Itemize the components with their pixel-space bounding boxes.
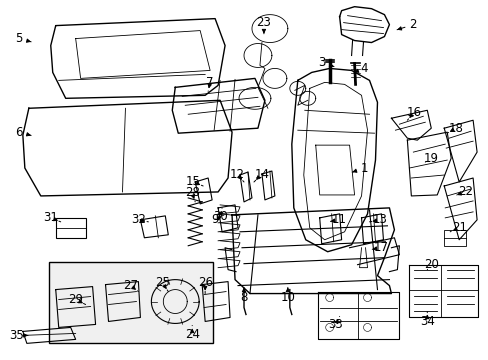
Text: 19: 19 bbox=[423, 152, 438, 165]
Text: 33: 33 bbox=[327, 318, 342, 331]
Text: 18: 18 bbox=[448, 122, 463, 135]
Text: 17: 17 bbox=[373, 241, 388, 254]
Text: 6: 6 bbox=[15, 126, 22, 139]
Text: 28: 28 bbox=[184, 186, 199, 199]
Text: 14: 14 bbox=[254, 167, 269, 180]
Text: 27: 27 bbox=[122, 279, 138, 292]
Text: 11: 11 bbox=[331, 213, 346, 226]
Text: 1: 1 bbox=[360, 162, 367, 175]
Text: 23: 23 bbox=[256, 16, 271, 29]
Text: 31: 31 bbox=[43, 211, 58, 224]
Text: 25: 25 bbox=[155, 276, 169, 289]
Text: 12: 12 bbox=[229, 167, 244, 180]
Text: 4: 4 bbox=[360, 62, 367, 75]
Text: 3: 3 bbox=[317, 56, 325, 69]
Text: 21: 21 bbox=[451, 221, 466, 234]
Text: 13: 13 bbox=[372, 213, 387, 226]
Text: 10: 10 bbox=[280, 291, 295, 304]
Text: 8: 8 bbox=[240, 291, 247, 304]
Text: 35: 35 bbox=[9, 329, 24, 342]
Text: 34: 34 bbox=[419, 315, 434, 328]
Bar bbox=[56, 218, 85, 238]
Text: 24: 24 bbox=[184, 328, 199, 341]
Text: 5: 5 bbox=[15, 32, 22, 45]
Text: 29: 29 bbox=[68, 293, 83, 306]
Text: 7: 7 bbox=[206, 76, 213, 89]
Text: 32: 32 bbox=[131, 213, 145, 226]
Text: 20: 20 bbox=[423, 258, 438, 271]
Text: 9: 9 bbox=[211, 213, 219, 226]
Text: 16: 16 bbox=[406, 106, 421, 119]
Text: 2: 2 bbox=[409, 18, 416, 31]
Bar bbox=[49, 262, 213, 343]
Bar bbox=[443, 230, 465, 246]
Text: 22: 22 bbox=[457, 185, 472, 198]
Text: 26: 26 bbox=[197, 276, 212, 289]
Text: 30: 30 bbox=[212, 210, 227, 223]
Text: 15: 15 bbox=[185, 175, 200, 189]
